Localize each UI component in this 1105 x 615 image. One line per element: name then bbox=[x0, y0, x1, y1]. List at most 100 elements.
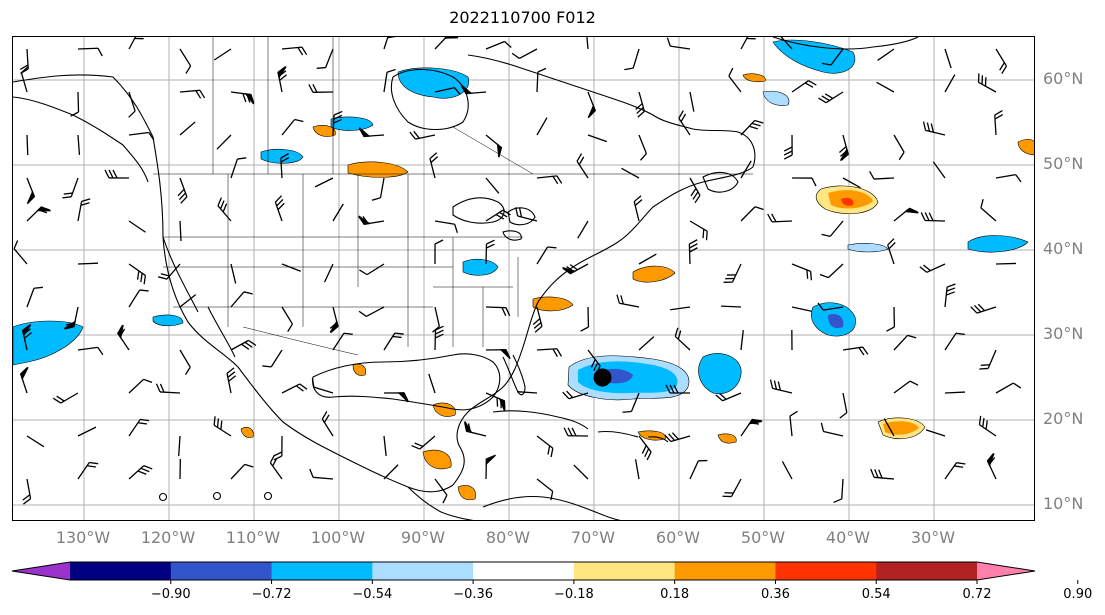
longitude-label: 110°W bbox=[225, 528, 281, 547]
wind-barb bbox=[309, 468, 334, 480]
wind-barb bbox=[842, 346, 869, 356]
wind-barb bbox=[638, 253, 657, 265]
wind-barb bbox=[77, 134, 81, 155]
wind-barb bbox=[689, 91, 695, 112]
wind-barb bbox=[944, 283, 956, 308]
colorbar-tick-label: 0.36 bbox=[760, 587, 790, 602]
anomaly-region-positive bbox=[717, 433, 737, 444]
wind-barb bbox=[778, 37, 793, 50]
latitude-label: 30°N bbox=[1043, 324, 1084, 343]
wind-barb bbox=[887, 238, 896, 265]
wind-barb bbox=[277, 66, 288, 93]
wind-barb bbox=[720, 305, 742, 308]
wind-barb bbox=[434, 37, 459, 50]
wind-barb bbox=[995, 262, 1017, 265]
wind-barb bbox=[893, 207, 919, 222]
wind-barb bbox=[323, 263, 334, 283]
wind-barb bbox=[536, 175, 563, 185]
longitude-label: 130°W bbox=[55, 528, 111, 547]
wind-barb bbox=[562, 263, 589, 275]
wind-barb bbox=[532, 306, 543, 333]
wind-barb bbox=[485, 239, 495, 265]
wind-barb bbox=[485, 349, 511, 360]
graticule bbox=[13, 37, 1034, 520]
wind-barb bbox=[995, 174, 1022, 183]
longitude-label: 30°W bbox=[910, 528, 956, 547]
anomaly-region-negative bbox=[828, 314, 844, 329]
wind-barb bbox=[664, 432, 691, 443]
wind-barb bbox=[670, 306, 691, 311]
wind-barb bbox=[621, 167, 640, 179]
wind-barb bbox=[128, 378, 153, 394]
wind-barb bbox=[995, 48, 1008, 74]
wind-barb bbox=[638, 336, 655, 351]
wind-barb bbox=[463, 421, 487, 437]
wind-barb bbox=[820, 422, 844, 437]
map-title: 2022110700 F012 bbox=[449, 8, 596, 27]
wind-barb bbox=[485, 134, 503, 158]
wind-barb bbox=[674, 327, 691, 351]
wind-barb bbox=[19, 366, 29, 394]
political-borders bbox=[153, 37, 753, 356]
colorbar-segment bbox=[573, 562, 676, 580]
wind-barb bbox=[728, 67, 742, 93]
wind-barb bbox=[77, 262, 99, 265]
wind-barb bbox=[230, 157, 247, 179]
longitude-label: 100°W bbox=[310, 528, 366, 547]
wind-barb bbox=[689, 220, 708, 241]
wind-barb bbox=[269, 454, 283, 480]
anomaly-region-negative bbox=[967, 235, 1029, 253]
colorbar-tick-label: 0.90 bbox=[1063, 587, 1093, 602]
wind-barb bbox=[281, 46, 308, 56]
wind-barb bbox=[536, 67, 547, 93]
colorbar-tick-label: 0.54 bbox=[861, 587, 891, 602]
wind-barb bbox=[839, 392, 848, 419]
wind-barb bbox=[922, 121, 946, 136]
wind-barb bbox=[128, 91, 136, 118]
wind-barb bbox=[128, 37, 144, 50]
wind-barb bbox=[70, 91, 80, 117]
map-panel[interactable] bbox=[12, 36, 1035, 521]
wind-barb bbox=[230, 91, 255, 105]
wind-barb bbox=[838, 134, 849, 162]
anomaly-region-positive bbox=[841, 197, 854, 206]
wind-barb bbox=[740, 160, 752, 179]
wind-barb bbox=[128, 289, 149, 308]
wind-barb bbox=[740, 119, 764, 136]
wind-barb bbox=[485, 306, 511, 317]
colorbar-segment bbox=[674, 562, 776, 580]
wind-barb bbox=[230, 291, 253, 308]
wind-barb bbox=[273, 435, 283, 461]
wind-barb bbox=[485, 177, 500, 194]
wind-barb bbox=[314, 177, 334, 188]
wind-barb bbox=[791, 80, 817, 93]
colorbar-tick-label: −0.72 bbox=[251, 587, 292, 602]
colorbar-outline bbox=[11, 561, 1036, 581]
wind-barb bbox=[52, 392, 79, 404]
wind-barb bbox=[715, 392, 742, 402]
wind-barb bbox=[13, 240, 28, 265]
wind-barb bbox=[26, 435, 45, 448]
map-canvas[interactable] bbox=[13, 37, 1035, 521]
wind-barb bbox=[678, 110, 691, 136]
wind-barb bbox=[308, 84, 334, 93]
colorbar-tick-label: −0.18 bbox=[553, 587, 594, 602]
wind-barb bbox=[179, 121, 196, 136]
wind-barb bbox=[791, 263, 813, 281]
wind-barb bbox=[434, 239, 444, 265]
wind-barb bbox=[329, 306, 339, 333]
wind-barb bbox=[517, 391, 538, 394]
anomaly-region-positive bbox=[240, 427, 254, 438]
wind-barb bbox=[62, 177, 79, 199]
wind-barb bbox=[274, 195, 285, 222]
wind-barb bbox=[428, 373, 436, 394]
wind-barb bbox=[977, 73, 997, 93]
wind-barb bbox=[409, 130, 436, 140]
anomaly-region-negative bbox=[847, 243, 889, 253]
anomaly-region-negative bbox=[330, 116, 374, 131]
wind-barb bbox=[791, 177, 817, 187]
wind-barb bbox=[877, 48, 895, 61]
wind-barb bbox=[179, 89, 206, 99]
wind-barb bbox=[358, 215, 385, 225]
wind-barb bbox=[740, 206, 764, 222]
